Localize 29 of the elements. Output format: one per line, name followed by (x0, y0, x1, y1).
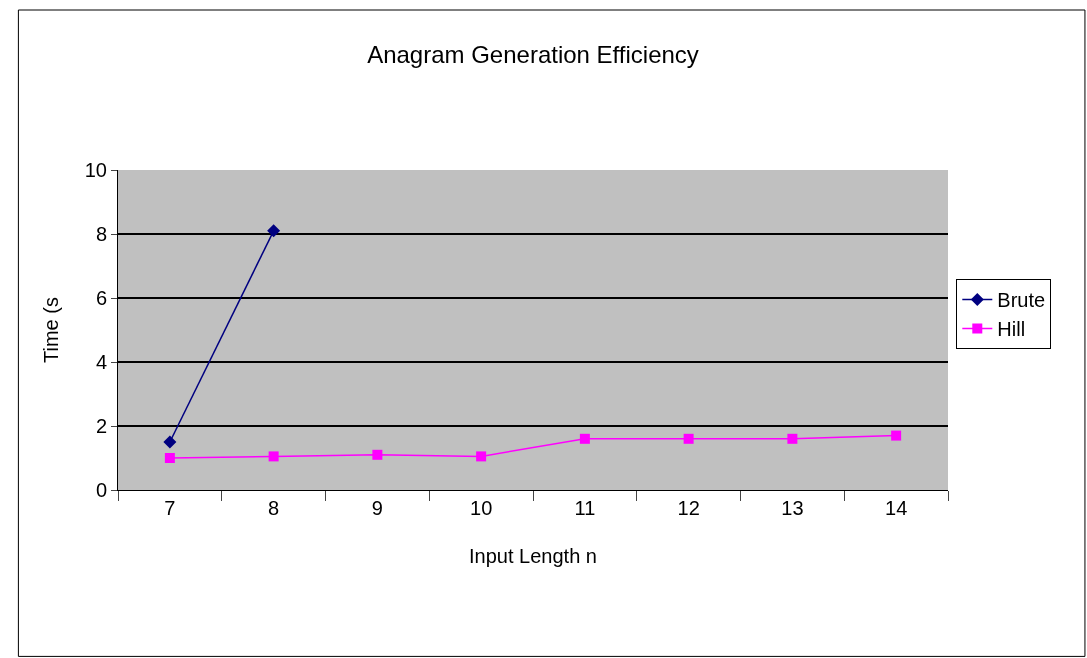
y-tick-label: 8 (95, 223, 107, 245)
x-tick-label: 14 (885, 497, 908, 519)
legend-label: Brute (997, 289, 1046, 312)
y-axis-title: Time (s (40, 297, 63, 363)
legend-label: Hill (997, 318, 1026, 341)
point (683, 433, 694, 444)
x-tick-label: 11 (574, 497, 596, 519)
x-tick-label: 12 (677, 497, 700, 519)
x-axis-title: Input Length n (469, 544, 597, 567)
point (476, 451, 487, 462)
x-tick-label: 8 (268, 497, 280, 519)
y-tick-label: 10 (84, 159, 107, 181)
y-tick-label: 6 (95, 287, 107, 309)
point (267, 224, 281, 238)
x-tick-label: 9 (371, 497, 383, 519)
y-tick-label: 2 (95, 415, 107, 437)
point (891, 430, 902, 441)
point (787, 433, 798, 444)
y-tick-label: 4 (95, 351, 107, 373)
chart-title: Anagram Generation Efficiency (367, 40, 699, 68)
point (579, 433, 590, 444)
point (164, 453, 175, 463)
point (163, 435, 177, 449)
x-tick-label: 10 (470, 497, 493, 519)
point (268, 451, 279, 462)
y-tick-label: 0 (95, 479, 107, 501)
point (372, 449, 383, 460)
x-tick-label: 13 (781, 497, 804, 519)
x-tick-label: 7 (164, 497, 176, 519)
